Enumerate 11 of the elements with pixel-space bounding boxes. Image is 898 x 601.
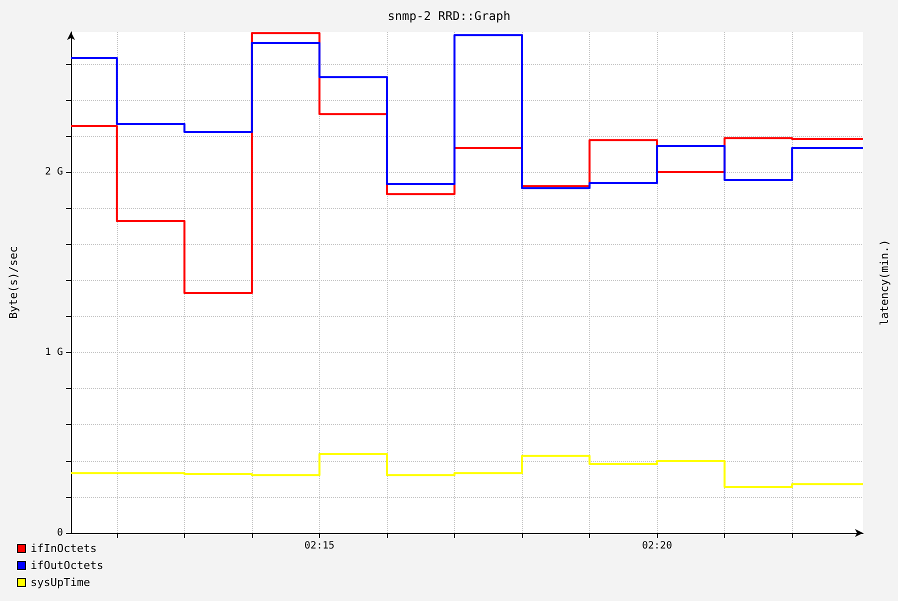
x-tick-label: 02:20 [642,540,672,552]
y2-axis-title: latency(min.) [878,239,891,326]
y-tick-label: 0 [56,528,63,538]
y-tick-label: 2 G [44,166,63,178]
legend-label: ifOutOctets [30,559,104,572]
legend-label: sysUpTime [30,576,90,589]
x-tick-label: 02:15 [304,540,335,552]
legend-label: ifInOctets [30,542,97,555]
y-tick-label: 1 G [44,347,63,358]
y-axis-title: Byte(s)/sec [7,246,20,319]
chart-title: snmp-2 RRD::Graph [388,9,510,23]
